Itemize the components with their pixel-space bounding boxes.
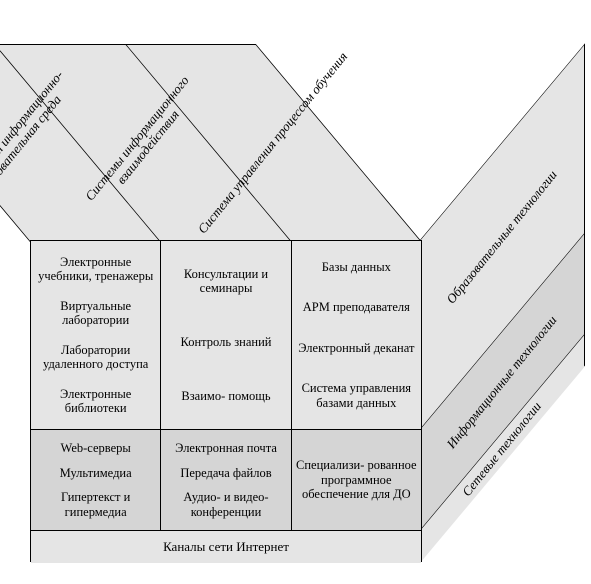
front-cell-r1c2: Консультации и семинары Контроль знаний … <box>161 241 291 429</box>
front-row-3: Каналы сети Интернет <box>31 531 421 563</box>
front-face: Электронные учебники, тренажеры Виртуаль… <box>30 240 422 562</box>
cell-text: Лаборатории удаленного доступа <box>33 343 158 372</box>
cell-text: Электронные библиотеки <box>33 387 158 416</box>
top-face: Электронная информационно-образовательна… <box>0 44 422 242</box>
cell-text: Система управления базами данных <box>294 381 419 410</box>
front-cell-r2c3: Специализи- рованное программное обеспеч… <box>292 430 421 530</box>
cell-text: Контроль знаний <box>181 335 272 349</box>
front-cell-r2c2: Электронная почта Передача файлов Аудио-… <box>161 430 291 530</box>
side-face: Образовательные технологии Информационны… <box>420 43 585 562</box>
cell-text: АРМ преподавателя <box>303 300 410 314</box>
cell-text: Каналы сети Интернет <box>163 540 289 555</box>
top-axis-label: Система управления процессом обучения <box>193 47 353 239</box>
cell-text: Web-серверы <box>61 441 131 455</box>
cell-text: Виртуальные лаборатории <box>33 299 158 328</box>
cell-text: Консультации и семинары <box>163 267 288 296</box>
cell-text: Мультимедиа <box>60 466 132 480</box>
cell-text: Электронные учебники, тренажеры <box>33 255 158 284</box>
cell-text: Базы данных <box>322 260 391 274</box>
front-row-2: Web-серверы Мультимедиа Гипертекст и гип… <box>31 430 421 531</box>
cell-text: Аудио- и видео- конференции <box>163 490 288 519</box>
front-cell-r2c1: Web-серверы Мультимедиа Гипертекст и гип… <box>31 430 161 530</box>
cell-text: Специализи- рованное программное обеспеч… <box>294 458 419 501</box>
front-row-1: Электронные учебники, тренажеры Виртуаль… <box>31 241 421 430</box>
cell-text: Взаимо- помощь <box>181 389 270 403</box>
cube-diagram: Электронная информационно-образовательна… <box>0 0 591 584</box>
cell-text: Электронная почта <box>175 441 277 455</box>
front-cell-r1c3: Базы данных АРМ преподавателя Электронны… <box>292 241 421 429</box>
cell-text: Электронный деканат <box>298 341 414 355</box>
front-cell-r1c1: Электронные учебники, тренажеры Виртуаль… <box>31 241 161 429</box>
cell-text: Гипертекст и гипермедиа <box>33 490 158 519</box>
cell-text: Передача файлов <box>180 466 271 480</box>
